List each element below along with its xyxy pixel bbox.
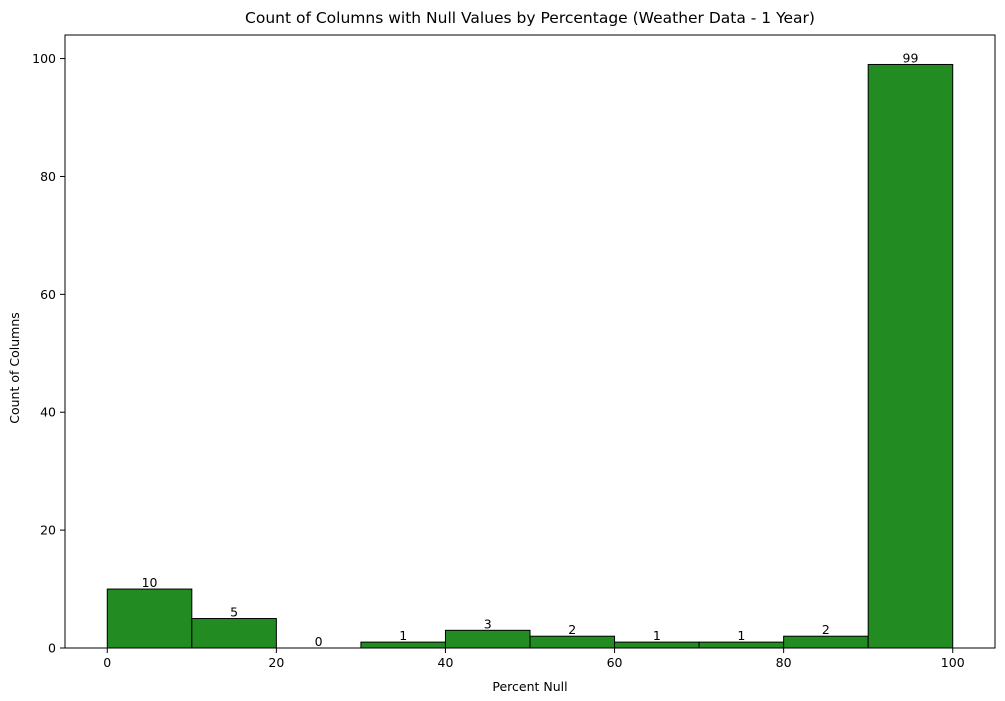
histogram-bar — [106, 588, 193, 649]
bar-value-label: 99 — [903, 50, 919, 65]
bar-value-label: 5 — [230, 605, 238, 620]
y-axis-ticks: 0 20 40 60 80 100 — [32, 51, 65, 656]
y-tick-label: 100 — [32, 51, 56, 66]
bar-value-label: 1 — [653, 628, 661, 643]
x-tick-label: 80 — [776, 655, 792, 670]
y-tick-label: 40 — [40, 405, 56, 420]
bar-value-label: 2 — [822, 622, 830, 637]
bar-value-label: 2 — [568, 622, 576, 637]
x-tick-label: 40 — [438, 655, 454, 670]
histogram-bar — [783, 635, 869, 649]
histogram-bar — [191, 618, 277, 649]
bar-value-label: 1 — [399, 628, 407, 643]
x-tick-label: 20 — [268, 655, 284, 670]
y-tick-label: 60 — [40, 287, 56, 302]
x-tick-label: 0 — [103, 655, 111, 670]
bar-value-label: 10 — [142, 575, 158, 590]
x-tick-label: 60 — [607, 655, 623, 670]
bar-labels-layer: 10 5 0 1 3 2 1 1 2 99 — [142, 50, 919, 649]
x-axis-label: Percent Null — [492, 679, 567, 694]
plot-frame — [64, 34, 996, 649]
y-axis-label: Count of Columns — [7, 312, 22, 424]
histogram-bar — [529, 635, 616, 649]
bar-value-label: 0 — [315, 634, 323, 649]
bars-layer — [106, 63, 954, 649]
bar-value-label: 3 — [484, 616, 492, 631]
histogram-bar — [867, 63, 954, 649]
y-tick-label: 0 — [48, 641, 56, 656]
bar-value-label: 1 — [737, 628, 745, 643]
chart-title: Count of Columns with Null Values by Per… — [245, 9, 815, 27]
y-tick-label: 80 — [40, 169, 56, 184]
x-axis-ticks: 0 20 40 60 80 100 — [103, 648, 965, 670]
y-tick-label: 20 — [40, 523, 56, 538]
x-tick-label: 100 — [941, 655, 965, 670]
histogram-bar — [444, 629, 531, 649]
